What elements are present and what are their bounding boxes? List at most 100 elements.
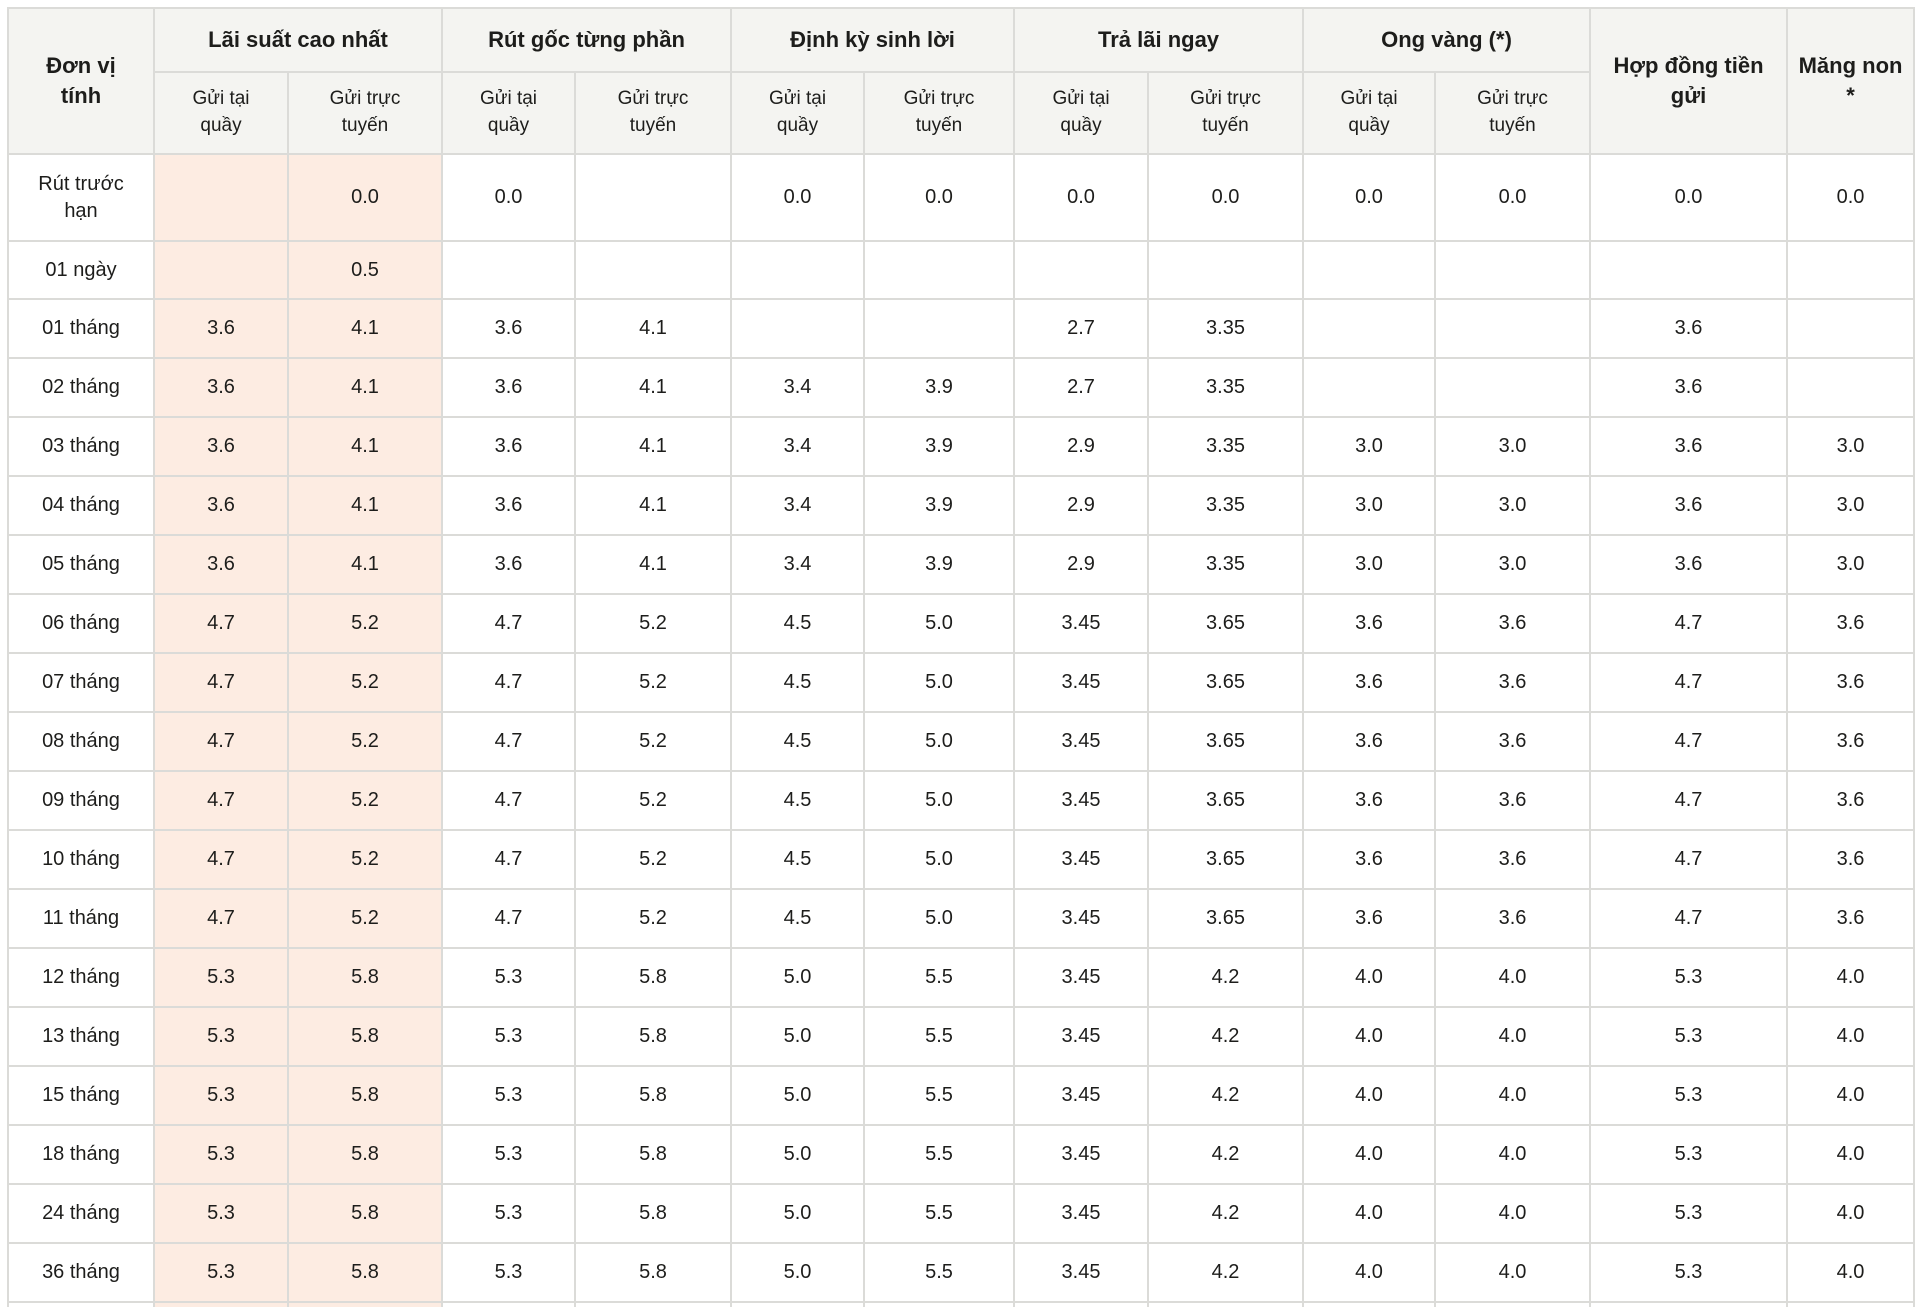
rate-cell: 4.0 <box>1786 1124 1916 1185</box>
rate-cell <box>1786 1301 1916 1307</box>
rate-cell: 4.1 <box>573 298 733 359</box>
table-row: 13 tháng 5.3 5.8 5.3 5.8 5.0 5.5 3.45 4.2 4.0 4.0 5… <box>7 1006 1916 1067</box>
rate-cell <box>287 1301 443 1307</box>
rate-cell: 4.7 <box>153 770 289 831</box>
table-row: 06 tháng 4.7 5.2 4.7 5.2 4.5 5.0 3.45 3.65 3.6 3.6… <box>7 593 1916 654</box>
rate-cell: 5.8 <box>287 947 443 1008</box>
rate-cell: 4.0 <box>1434 1183 1592 1244</box>
rate-cell: 0.0 <box>1589 153 1789 242</box>
rate-cell: 4.1 <box>573 416 733 477</box>
rate-cell <box>1434 1301 1592 1307</box>
rate-cell: 3.6 <box>1589 534 1789 595</box>
rate-cell: 3.45 <box>1013 1124 1150 1185</box>
rate-cell <box>1302 357 1437 418</box>
rate-cell: 3.6 <box>1786 652 1916 713</box>
rate-cell: 3.0 <box>1786 534 1916 595</box>
rate-cell: 3.6 <box>441 416 576 477</box>
rate-cell: 4.7 <box>441 829 576 890</box>
rate-cell: 4.1 <box>287 416 443 477</box>
rate-cell <box>153 1301 289 1307</box>
group-header-dinh-ky-sinh-loi: Định kỳ sinh lời <box>730 7 1016 73</box>
rate-cell: 4.5 <box>730 829 866 890</box>
rate-cell: 4.7 <box>1589 593 1789 654</box>
sub-header-gui-tai-quay: Gửi tại quầy <box>730 71 866 155</box>
table-row: 05 tháng 3.6 4.1 3.6 4.1 3.4 3.9 2.9 3.35 3.0 3.0 3… <box>7 534 1916 595</box>
rate-cell <box>1013 1301 1150 1307</box>
rate-cell: 3.0 <box>1302 475 1437 536</box>
row-term-label: 12 tháng <box>7 947 155 1008</box>
group-header-rut-goc-tung-phan: Rút gốc từng phần <box>440 7 733 73</box>
rate-cell: 4.7 <box>153 652 289 713</box>
rate-cell: 4.7 <box>1589 829 1789 890</box>
table-row: 01 tháng 3.6 4.1 3.6 4.1 2.7 3.35 3.6 <box>7 298 1916 359</box>
rate-cell: 5.2 <box>573 711 733 772</box>
table-row: 01 ngày 0.5 <box>7 240 1916 300</box>
rate-cell: 4.0 <box>1786 1065 1916 1126</box>
row-term-label: 02 tháng <box>7 357 155 418</box>
rate-cell: 4.1 <box>287 534 443 595</box>
rate-cell: 4.7 <box>441 770 576 831</box>
rate-cell: 4.5 <box>730 888 866 949</box>
rate-cell <box>1434 240 1592 300</box>
table-row: 11 tháng 4.7 5.2 4.7 5.2 4.5 5.0 3.45 3.65 3.6 3.6… <box>7 888 1916 949</box>
rate-cell: 5.8 <box>573 947 733 1008</box>
rate-cell: 3.6 <box>153 357 289 418</box>
rate-cell <box>730 1301 866 1307</box>
sub-header-gui-tai-quay: Gửi tại quầy <box>441 71 576 155</box>
rate-cell <box>1147 240 1305 300</box>
rate-cell: 3.9 <box>863 534 1016 595</box>
group-header-tra-lai-ngay: Trả lãi ngay <box>1013 7 1305 73</box>
rate-cell: 3.35 <box>1147 357 1305 418</box>
row-term-label: 04 tháng <box>7 475 155 536</box>
rate-cell: 3.6 <box>1434 711 1592 772</box>
rate-cell: 5.8 <box>287 1065 443 1126</box>
rate-cell: 4.1 <box>573 534 733 595</box>
rate-cell: 5.3 <box>1589 1124 1789 1185</box>
rate-cell: 5.3 <box>1589 1242 1789 1303</box>
rate-cell: 4.7 <box>153 829 289 890</box>
rate-cell <box>863 240 1016 300</box>
rate-cell: 5.3 <box>441 1183 576 1244</box>
rate-cell: 0.0 <box>1013 153 1150 242</box>
rate-cell: 5.8 <box>287 1006 443 1067</box>
sub-header-row: Gửi tại quầy Gửi trực tuyến Gửi tại quầy… <box>8 71 1914 155</box>
rate-cell: 4.2 <box>1147 1006 1305 1067</box>
rate-cell: 0.0 <box>1302 153 1437 242</box>
rate-cell: 4.0 <box>1302 1006 1437 1067</box>
rate-cell: 3.6 <box>153 534 289 595</box>
rate-cell: 3.6 <box>153 475 289 536</box>
table-row: 12 tháng 5.3 5.8 5.3 5.8 5.0 5.5 3.45 4.2 4.0 4.0 5… <box>7 947 1916 1008</box>
rate-cell: 3.45 <box>1013 652 1150 713</box>
rate-cell: 5.0 <box>730 1065 866 1126</box>
rate-cell: 5.2 <box>287 593 443 654</box>
rate-cell: 5.3 <box>441 947 576 1008</box>
rate-cell: 5.8 <box>573 1065 733 1126</box>
rate-cell: 5.8 <box>287 1183 443 1244</box>
rate-cell: 5.2 <box>573 593 733 654</box>
rate-cell: 3.6 <box>1434 770 1592 831</box>
rate-cell: 3.6 <box>1589 298 1789 359</box>
rate-cell: 3.6 <box>1302 829 1437 890</box>
table-row: 36 tháng 5.3 5.8 5.3 5.8 5.0 5.5 3.45 4.2 4.0 4.0 5… <box>7 1242 1916 1303</box>
rate-cell <box>863 298 1016 359</box>
rate-cell: 3.45 <box>1013 888 1150 949</box>
rate-cell: 3.6 <box>1786 829 1916 890</box>
row-term-label: 09 tháng <box>7 770 155 831</box>
rate-cell <box>730 298 866 359</box>
rate-cell: 0.0 <box>1147 153 1305 242</box>
rate-cell: 3.0 <box>1786 416 1916 477</box>
rate-cell: 3.6 <box>1589 357 1789 418</box>
rate-cell <box>1786 357 1916 418</box>
rate-cell: 3.0 <box>1434 416 1592 477</box>
row-term-label: 15 tháng <box>7 1065 155 1126</box>
rate-cell: 4.7 <box>1589 770 1789 831</box>
rate-cell <box>153 240 289 300</box>
rate-cell: 5.5 <box>863 1065 1016 1126</box>
rate-cell: 5.8 <box>573 1006 733 1067</box>
rate-cell <box>1786 298 1916 359</box>
table-row: 18 tháng 5.3 5.8 5.3 5.8 5.0 5.5 3.45 4.2 4.0 4.0 5… <box>7 1124 1916 1185</box>
rate-cell: 4.5 <box>730 711 866 772</box>
rate-cell: 2.7 <box>1013 357 1150 418</box>
rate-cell: 3.6 <box>1786 770 1916 831</box>
rate-cell: 2.7 <box>1013 298 1150 359</box>
